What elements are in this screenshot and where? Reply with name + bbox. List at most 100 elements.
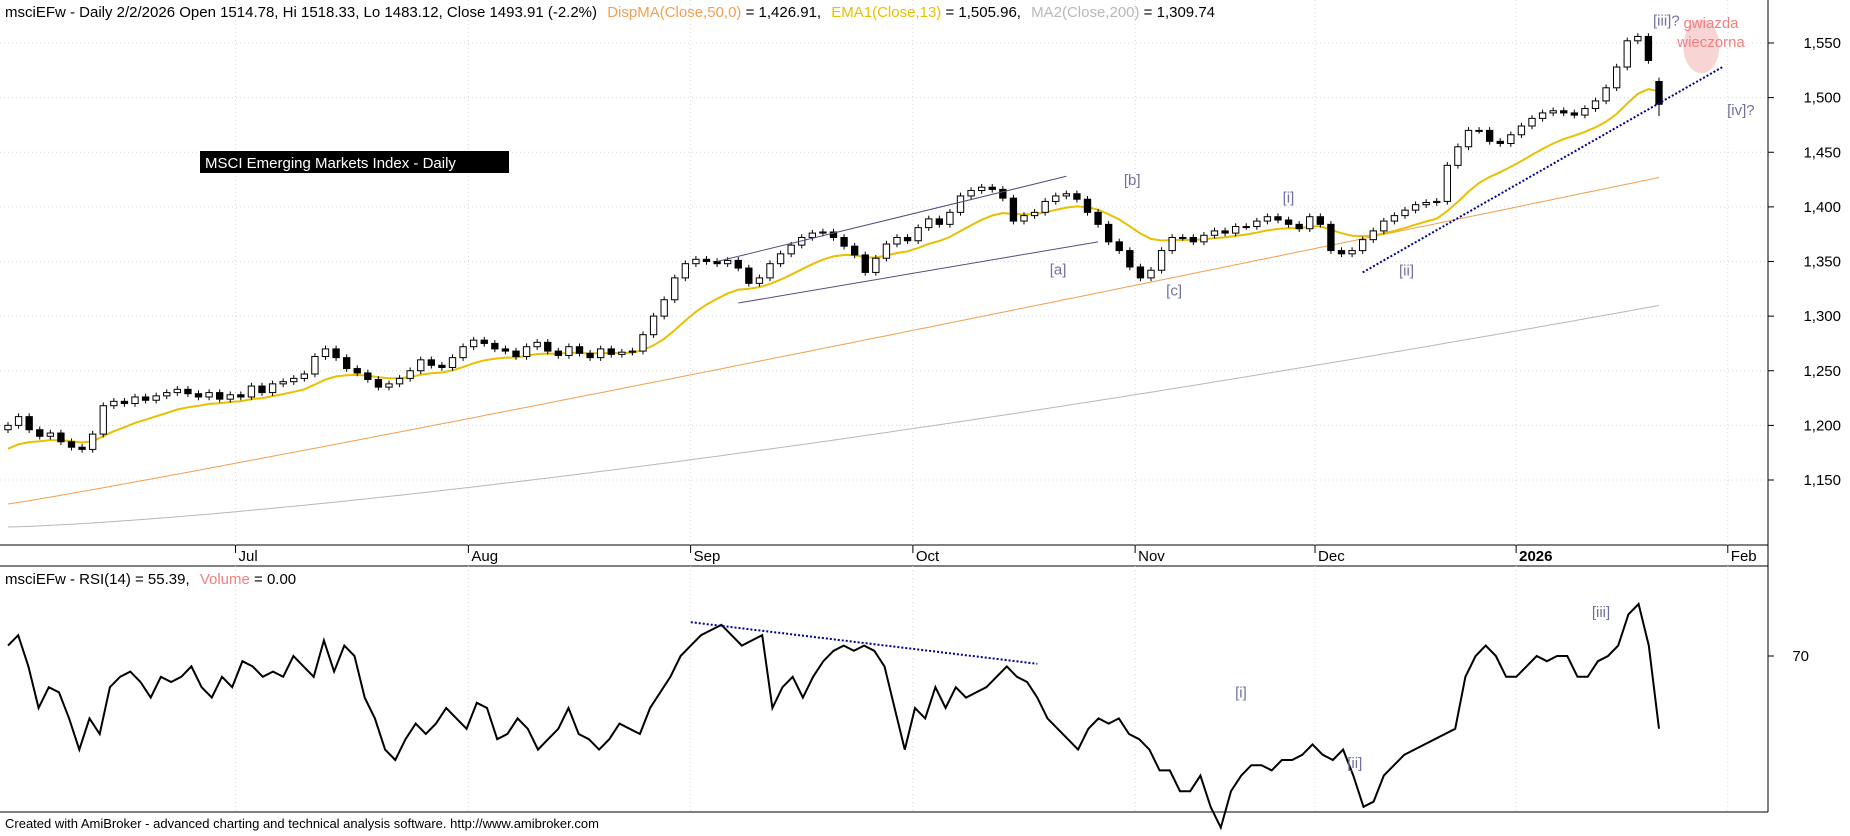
candle-body-down: [935, 218, 944, 225]
candle-body-down: [78, 446, 86, 450]
candle-body-up: [173, 388, 182, 394]
annotations-layer: [a] [b] [c] [i] [ii] [iii]? [iv]? gwiazda wieczo…: [716, 13, 1755, 304]
candle-body-down: [438, 364, 446, 368]
x-tick-label: Feb: [1731, 548, 1757, 565]
candle-body-up: [469, 339, 478, 348]
candle-body-down: [501, 348, 510, 352]
candle-body-up: [268, 383, 277, 394]
x-tick-label: Sep: [694, 548, 721, 565]
rsi-header-text: msciEFw - RSI(14) = 55.39,: [5, 571, 190, 588]
price-y-tick-label: 1,250: [1803, 363, 1841, 380]
candle-body-down: [1094, 211, 1102, 225]
candle-body-down: [861, 254, 869, 273]
candle-body-down: [1560, 110, 1568, 114]
candle-body-down: [258, 385, 266, 394]
ma200-value: = 1,309.74: [1140, 4, 1215, 21]
wave-label: [c]: [1166, 282, 1182, 299]
candle-body-up: [1062, 193, 1071, 197]
rsi-wave-label: [ii]: [1347, 755, 1362, 772]
candle-body-down: [1570, 112, 1579, 116]
candle-body-up: [1168, 236, 1176, 252]
candle-body-down: [1316, 216, 1325, 225]
price-y-tick-label: 1,400: [1803, 199, 1841, 216]
candle-body-up: [660, 299, 668, 317]
ema-label: EMA1(Close,13): [831, 4, 941, 21]
candle-body-down: [1136, 266, 1145, 279]
candle-body-down: [1189, 236, 1198, 243]
candle-body-down: [353, 368, 361, 374]
candle-body-up: [163, 392, 171, 397]
channel-lower-line: [738, 241, 1099, 304]
candle-body-down: [903, 236, 912, 242]
candle-body-down: [586, 352, 594, 359]
candle-body-up: [766, 263, 774, 279]
candle-body-up: [385, 383, 393, 388]
candle-body-up: [1390, 215, 1399, 222]
candle-body-up: [522, 346, 531, 358]
volume-label: Volume: [200, 571, 250, 588]
candle-body-up: [1200, 234, 1208, 243]
price-y-tick-label: 1,150: [1803, 472, 1841, 489]
candle-body-up: [152, 395, 160, 401]
candle-body-down: [1496, 140, 1504, 145]
candle-body-up: [977, 186, 986, 191]
annotation-line-1: gwiazda: [1683, 15, 1739, 32]
candle-body-up: [4, 424, 12, 431]
candle-body-up: [1422, 202, 1430, 206]
candle-body-up: [1602, 87, 1610, 102]
annotation-line-2: wieczorna: [1676, 34, 1745, 51]
candle-body-down: [342, 357, 351, 370]
candle-body-up: [925, 218, 933, 229]
candle-body-up: [311, 356, 319, 375]
candle-body-up: [88, 433, 97, 450]
candle-body-up: [290, 377, 298, 383]
candle-body-up: [1231, 226, 1240, 234]
rsi-header: msciEFw - RSI(14) = 55.39, Volume = 0.00: [5, 571, 296, 588]
candle-body-up: [1454, 146, 1462, 166]
candle-body-up: [1528, 117, 1536, 127]
wave-label: [iv]?: [1727, 102, 1755, 119]
rsi-line: [7, 602, 1660, 831]
candle-body-up: [1517, 125, 1526, 136]
candle-body-up: [819, 231, 827, 234]
candle-body-up: [247, 385, 256, 398]
x-tick-label: Jul: [239, 548, 258, 565]
candle-body-down: [1644, 35, 1653, 61]
rsi-y-tick-label: 70: [1792, 648, 1809, 665]
candle-body-down: [480, 339, 488, 344]
candle-body-up: [1369, 230, 1377, 241]
candle-body-down: [364, 372, 372, 380]
candle-body-up: [755, 277, 764, 284]
candle-body-down: [194, 393, 203, 398]
candle-body-up: [882, 243, 891, 259]
candle-body-down: [1115, 241, 1123, 252]
candle-body-up: [681, 263, 690, 279]
candle-body-up: [808, 232, 817, 238]
x-tick-label: Aug: [471, 548, 498, 565]
candle-body-down: [840, 236, 848, 247]
candle-body-up: [131, 396, 139, 405]
price-y-tick-label: 1,500: [1803, 90, 1841, 107]
candle-body-down: [141, 396, 150, 401]
evening-star-circle: [1683, 19, 1720, 74]
candle-body-up: [1348, 250, 1356, 255]
candle-body-up: [1464, 129, 1473, 148]
wave-label: [iii]?: [1653, 13, 1680, 30]
price-header: msciEFw - Daily 2/2/2026 Open 1514.78, H…: [5, 4, 1215, 21]
candle-body-down: [332, 348, 340, 359]
candle-body-up: [533, 341, 541, 348]
candle-body-up: [872, 257, 880, 273]
candle-body-down: [988, 186, 996, 190]
candle-body-up: [1020, 215, 1028, 222]
candle-body-up: [649, 315, 658, 336]
candle-body-up: [956, 195, 965, 213]
candle-body-up: [300, 373, 309, 379]
candle-body-up: [1581, 108, 1589, 116]
rsi-wave-label: [iii]: [1592, 604, 1610, 621]
candle-body-up: [1538, 112, 1547, 119]
candle-body-up: [279, 381, 287, 385]
candle-body-up: [46, 432, 55, 437]
